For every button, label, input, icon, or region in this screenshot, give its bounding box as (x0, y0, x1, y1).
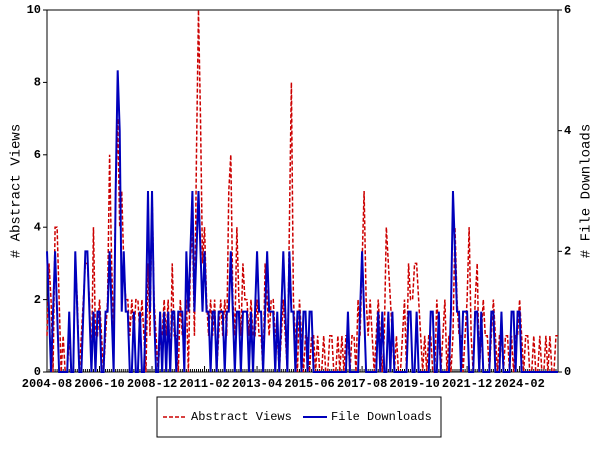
y-tick-label: 4 (34, 220, 41, 234)
y-tick-label: 2 (34, 293, 41, 307)
x-tick-label: 2006-10 (74, 377, 124, 391)
x-tick-label: 2013-04 (232, 377, 282, 391)
legend-box (156, 396, 442, 438)
legend-label: File Downloads (331, 410, 432, 424)
x-tick-label: 2004-08 (22, 377, 72, 391)
x-tick-label: 2021-12 (442, 377, 492, 391)
y-tick-label: 6 (34, 148, 41, 162)
y2-axis-label: # File Downloads (579, 124, 595, 258)
y2-tick-label: 4 (564, 124, 571, 138)
y-tick-label: 0 (34, 365, 41, 379)
plot-frame (46, 9, 559, 373)
legend-label: Abstract Views (191, 410, 292, 424)
x-tick-label: 2008-12 (127, 377, 177, 391)
y2-tick-label: 0 (564, 365, 571, 379)
series-line (46, 70, 558, 373)
x-tick-label: 2011-02 (179, 377, 229, 391)
x-tick-label: 2015-06 (284, 377, 334, 391)
y2-tick-label: 6 (564, 3, 571, 17)
y-axis-label: # Abstract Views (9, 124, 25, 258)
x-tick-label: 2017-08 (337, 377, 387, 391)
y-tick-label: 8 (34, 76, 41, 90)
x-tick-label: 2024-02 (494, 377, 544, 391)
y2-tick-label: 2 (564, 245, 571, 259)
y-tick-label: 10 (27, 3, 41, 17)
x-tick-label: 2019-10 (389, 377, 439, 391)
